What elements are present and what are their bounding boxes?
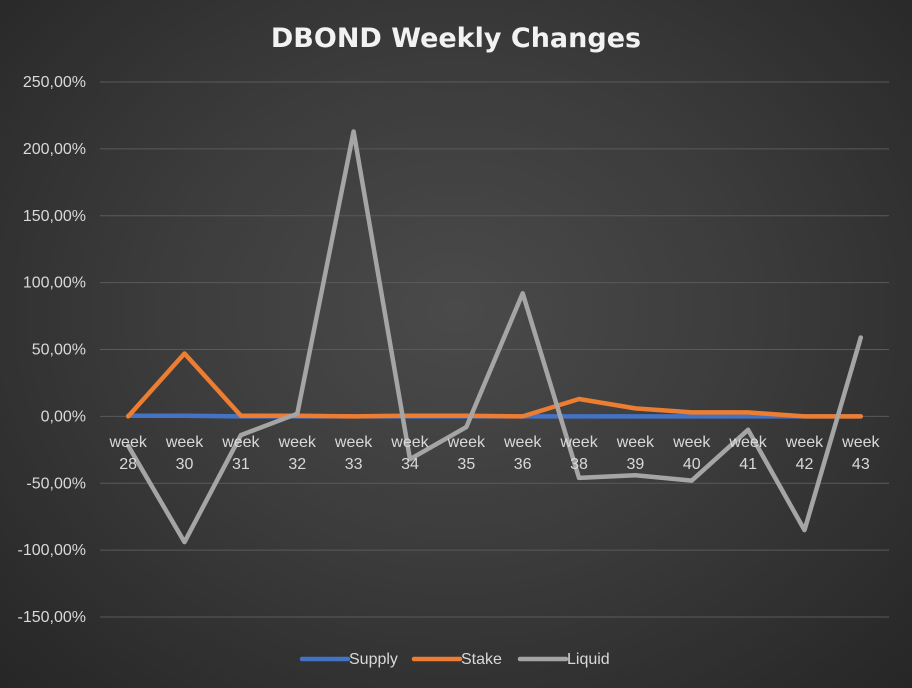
x-tick-label-line2: 43 — [852, 456, 870, 473]
legend: Supply Stake Liquid — [299, 651, 610, 668]
x-tick-label-line2: 32 — [288, 456, 306, 473]
x-tick-label-line1: week — [841, 434, 880, 451]
x-tick-label: week 36 — [503, 434, 542, 473]
y-tick-label: 200,00% — [23, 141, 86, 158]
y-tick-label: 250,00% — [23, 74, 86, 91]
y-tick-label: 150,00% — [23, 208, 86, 225]
x-tick-label-line1: week — [334, 434, 373, 451]
chart-title: DBOND Weekly Changes — [271, 23, 641, 54]
x-tick-label-line1: week — [559, 434, 598, 451]
x-tick-label-line1: week — [165, 434, 204, 451]
legend-label-supply: Supply — [349, 651, 398, 668]
x-tick-label-line2: 31 — [232, 456, 250, 473]
x-tick-label: week 30 — [165, 434, 204, 473]
x-tick-label-line1: week — [447, 434, 486, 451]
y-tick-label: 0,00% — [41, 408, 86, 425]
x-tick-label-line2: 40 — [683, 456, 701, 473]
y-tick-label: 50,00% — [32, 342, 86, 359]
x-tick-label-line1: week — [278, 434, 317, 451]
x-tick-label-line2: 35 — [457, 456, 475, 473]
y-tick-label: -100,00% — [18, 542, 87, 559]
gridlines — [100, 81, 889, 618]
x-tick-label-line2: 39 — [626, 456, 644, 473]
series-lines — [125, 129, 864, 545]
x-tick-label-line1: week — [728, 434, 767, 451]
series-line-stake — [125, 351, 864, 419]
x-tick-label-line2: 30 — [176, 456, 194, 473]
legend-label-liquid: Liquid — [567, 651, 610, 668]
x-tick-label-line2: 42 — [796, 456, 814, 473]
x-tick-label: week 43 — [841, 434, 880, 473]
y-tick-label: 100,00% — [23, 275, 86, 292]
x-tick-label: week 41 — [728, 434, 767, 473]
x-tick-label-line2: 36 — [514, 456, 532, 473]
x-tick-label-line1: week — [390, 434, 429, 451]
x-tick-label-line2: 41 — [739, 456, 757, 473]
x-tick-label: week 34 — [390, 434, 429, 473]
legend-label-stake: Stake — [461, 651, 502, 668]
x-tick-label: week 39 — [616, 434, 655, 473]
x-tick-label-line1: week — [221, 434, 260, 451]
x-tick-label: week 40 — [672, 434, 711, 473]
x-tick-label: week 32 — [278, 434, 317, 473]
x-tick-label: week 28 — [108, 434, 147, 473]
x-tick-label: week 38 — [559, 434, 598, 473]
x-tick-label: week 42 — [785, 434, 824, 473]
series-line-liquid — [125, 129, 864, 545]
x-tick-label-line2: 34 — [401, 456, 419, 473]
x-tick-label-line1: week — [108, 434, 147, 451]
y-axis-tick-labels: 250,00% 200,00% 150,00% 100,00% 50,00% 0,00% -… — [18, 74, 87, 626]
y-tick-label: -50,00% — [26, 475, 86, 492]
x-tick-label-line1: week — [503, 434, 542, 451]
x-tick-label-line2: 33 — [345, 456, 363, 473]
x-tick-label-line1: week — [616, 434, 655, 451]
x-tick-label: week 33 — [334, 434, 373, 473]
y-tick-label: -150,00% — [18, 609, 87, 626]
x-tick-label-line2: 38 — [570, 456, 588, 473]
x-tick-label-line1: week — [672, 434, 711, 451]
x-tick-label: week 31 — [221, 434, 260, 473]
x-tick-label: week 35 — [447, 434, 486, 473]
x-tick-label-line2: 28 — [119, 456, 137, 473]
x-tick-label-line1: week — [785, 434, 824, 451]
